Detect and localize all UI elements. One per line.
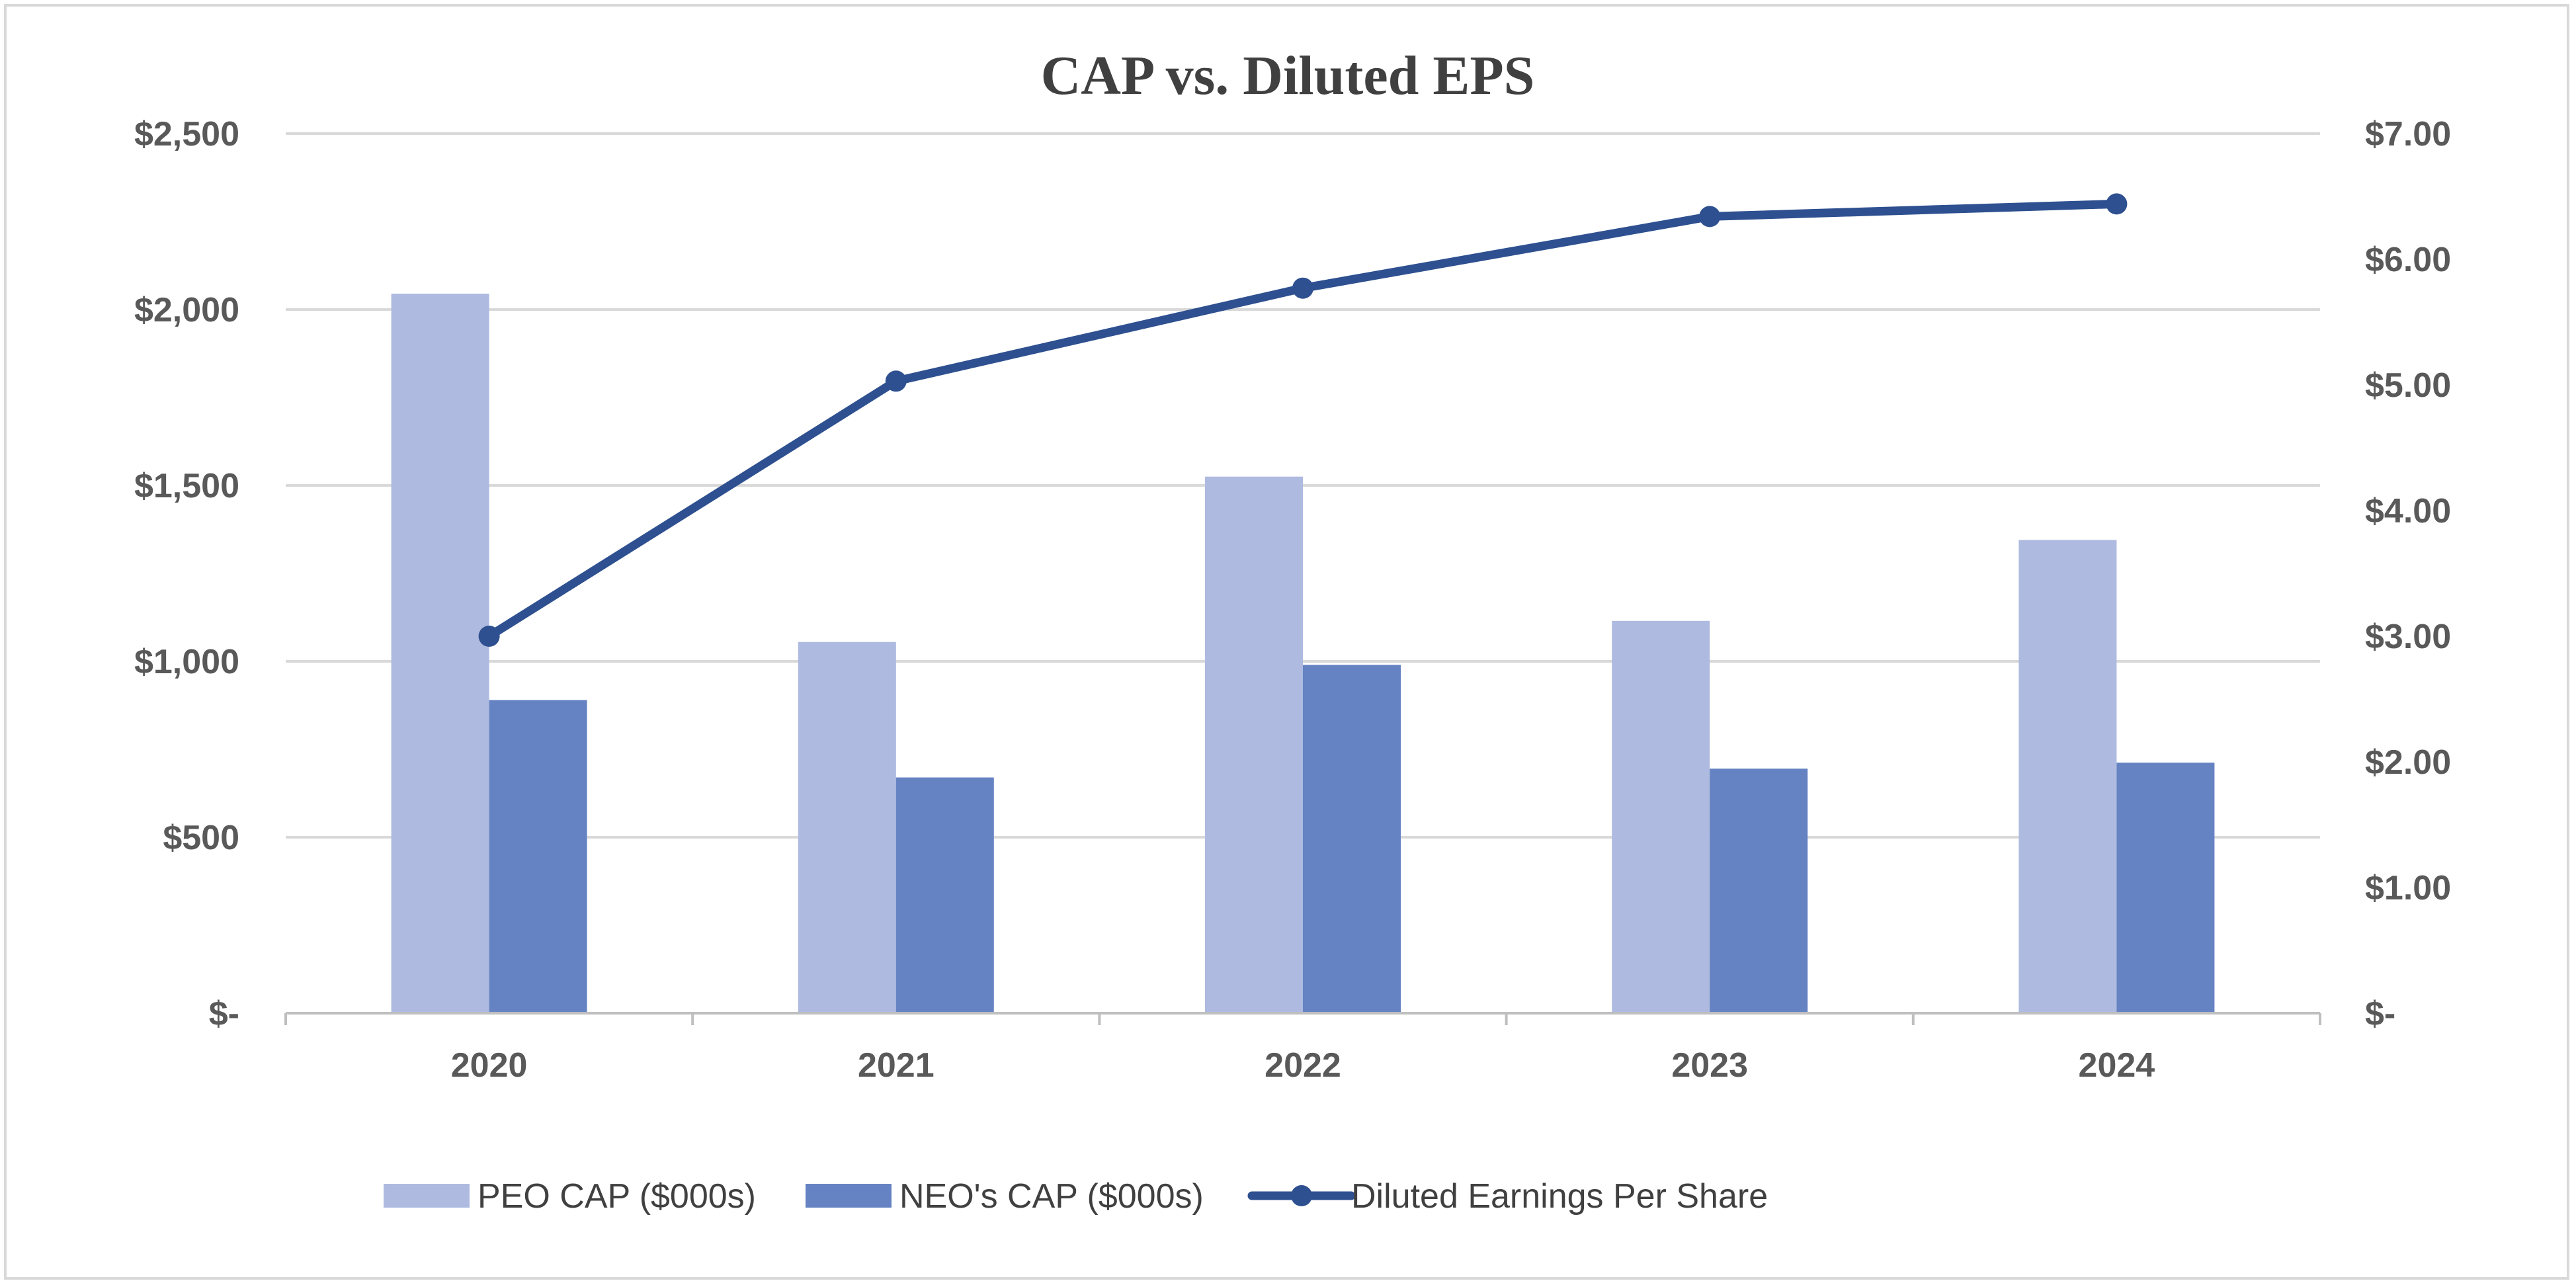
- x-axis-label-2021: 2021: [858, 1046, 935, 1085]
- right-axis-tick-label: $1.00: [2365, 869, 2451, 907]
- bar-peo-cap-2020: [391, 294, 489, 1013]
- right-axis-tick-label: $2.00: [2365, 743, 2451, 782]
- bar-neo-cap-2020: [489, 700, 587, 1013]
- bar-peo-cap-2024: [2018, 540, 2117, 1013]
- legend-swatch-0: [384, 1184, 470, 1208]
- right-axis-tick-label: $6.00: [2365, 241, 2451, 279]
- chart-title: CAP vs. Diluted EPS: [1041, 45, 1535, 106]
- legend-label-2: Diluted Earnings Per Share: [1351, 1177, 1768, 1216]
- left-axis-tick-label: $500: [163, 819, 239, 857]
- x-axis-label-2023: 2023: [1671, 1046, 1748, 1085]
- legend-label-0: PEO CAP ($000s): [478, 1177, 756, 1216]
- bar-neo-cap-2024: [2116, 763, 2215, 1013]
- bar-peo-cap-2022: [1205, 476, 1303, 1013]
- eps-point-2021: [885, 370, 907, 392]
- legend: PEO CAP ($000s) NEO's CAP ($000s) Diluted …: [384, 1177, 1768, 1216]
- left-axis-tick-label: $-: [209, 995, 239, 1033]
- right-axis-tick-label: $5.00: [2365, 366, 2451, 405]
- x-axis-label-2024: 2024: [2079, 1046, 2155, 1085]
- legend-label-1: NEO's CAP ($000s): [899, 1177, 1204, 1216]
- left-axis-tick-label: $1,000: [134, 643, 239, 681]
- left-axis-tick-label: $2,000: [134, 291, 239, 329]
- eps-line: [478, 193, 2128, 647]
- bar-peo-cap-2021: [798, 642, 896, 1013]
- tick-labels: $- $500 $1,000 $1,500 $2,000 $2,500 $- $1.00 $2.…: [134, 115, 2451, 1085]
- legend-marker: [1291, 1185, 1312, 1206]
- x-axis-label-2022: 2022: [1265, 1046, 1341, 1085]
- left-axis-tick-label: $2,500: [134, 115, 239, 153]
- bar-neo-cap-2022: [1303, 665, 1401, 1013]
- right-axis-tick-label: $7.00: [2365, 115, 2451, 153]
- legend-swatch-1: [806, 1184, 892, 1208]
- left-axis-tick-label: $1,500: [134, 467, 239, 505]
- eps-point-2022: [1292, 277, 1313, 299]
- bar-neo-cap-2023: [1710, 768, 1808, 1013]
- right-axis-tick-label: $-: [2365, 995, 2395, 1033]
- eps-point-2023: [1699, 206, 1721, 228]
- bar-peo-cap-2023: [1612, 620, 1710, 1013]
- bar-neo-cap-2021: [895, 777, 994, 1013]
- axes: [284, 1012, 2321, 1025]
- eps-point-2024: [2106, 193, 2128, 215]
- eps-point-2020: [478, 626, 500, 647]
- x-axis-label-2020: 2020: [451, 1046, 528, 1085]
- bars: [391, 294, 2215, 1013]
- right-axis-tick-label: $4.00: [2365, 492, 2451, 530]
- right-axis-tick-label: $3.00: [2365, 618, 2451, 656]
